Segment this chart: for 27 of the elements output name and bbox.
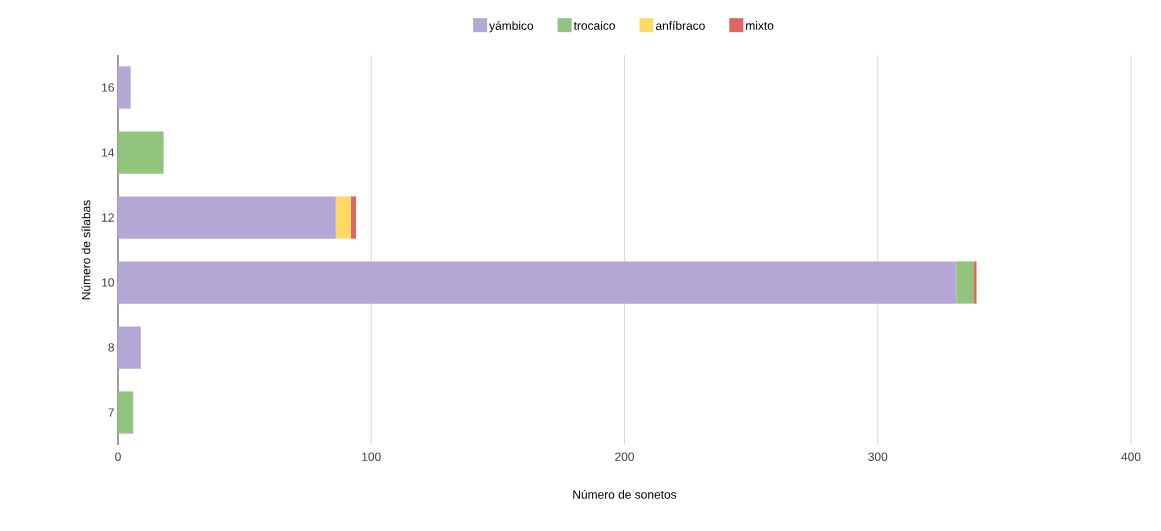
legend-label: trocaico bbox=[573, 21, 615, 30]
bar bbox=[956, 261, 974, 304]
bar bbox=[118, 261, 957, 304]
y-tick-label: 10 bbox=[102, 278, 115, 287]
y-tick-label: 12 bbox=[102, 213, 114, 222]
legend-label: mixto bbox=[746, 21, 774, 30]
x-tick-label: 300 bbox=[868, 452, 888, 461]
bar bbox=[118, 66, 131, 109]
y-tick-label: 7 bbox=[108, 408, 114, 417]
x-tick-label: 0 bbox=[115, 452, 121, 461]
x-tick-label: 200 bbox=[615, 452, 635, 461]
bar bbox=[118, 196, 336, 239]
legend-label: yámbico bbox=[489, 21, 534, 33]
x-tick-label: 400 bbox=[1121, 452, 1141, 461]
y-tick-label: 8 bbox=[108, 343, 114, 352]
y-tick-label: 16 bbox=[102, 83, 114, 92]
bar bbox=[350, 196, 357, 239]
x-tick-label: 100 bbox=[362, 452, 381, 461]
bar bbox=[118, 391, 134, 434]
legend-label: anfíbraco bbox=[655, 21, 705, 30]
bar bbox=[973, 261, 977, 304]
bar bbox=[335, 196, 351, 239]
y-axis-title: Número de sílabas bbox=[81, 200, 91, 300]
x-axis-title: Número de sonetos bbox=[573, 489, 677, 499]
y-tick-label: 14 bbox=[102, 148, 115, 157]
bar bbox=[118, 131, 164, 174]
bar bbox=[118, 326, 141, 369]
